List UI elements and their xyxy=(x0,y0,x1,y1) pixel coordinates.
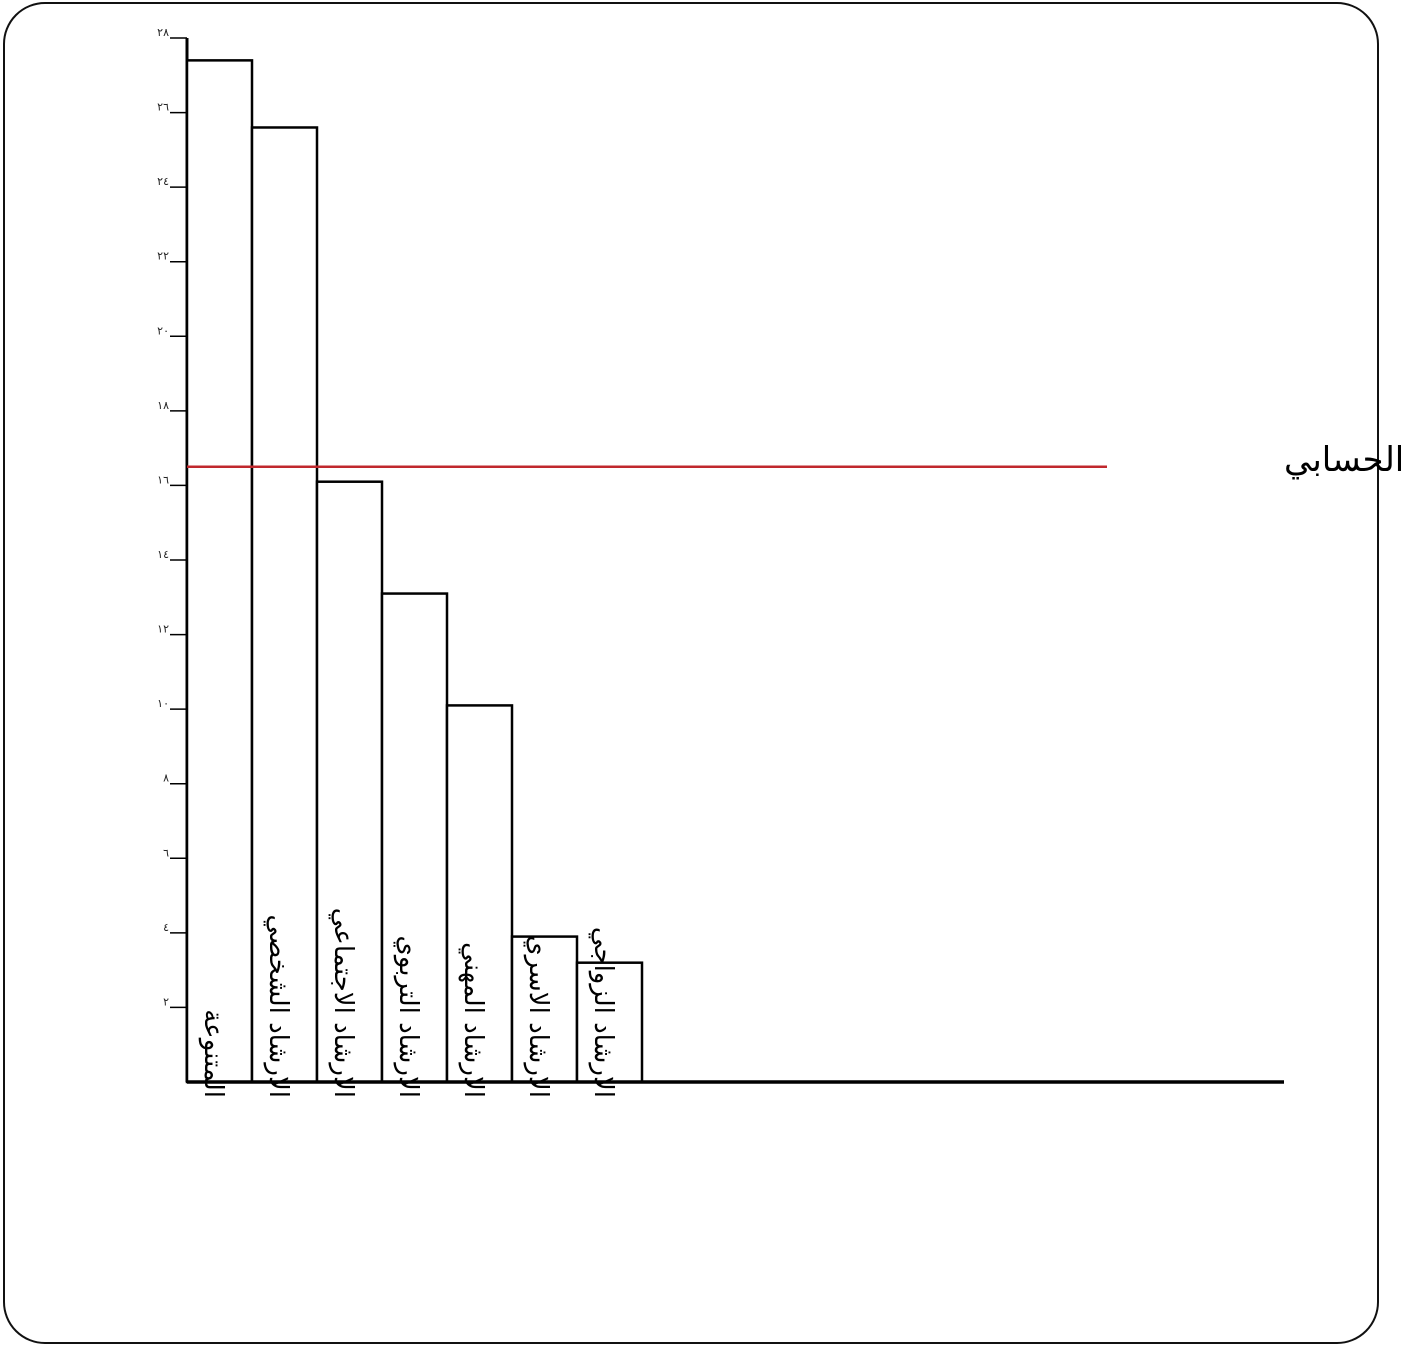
category-label: الارشاد الشخصي xyxy=(263,915,293,1099)
category-label: الارشاد المهني xyxy=(458,942,488,1098)
bar xyxy=(380,592,449,1084)
category-label: الارشاد الاجتماعي xyxy=(328,908,358,1098)
mean-line-label: الوسط الحسابي xyxy=(1284,440,1402,480)
y-tick-label: ٢٠ xyxy=(157,324,169,337)
category-label: الارشاد الاسري xyxy=(523,935,553,1098)
y-tick-label: ١٠ xyxy=(157,697,169,710)
y-tick-label: ٦ xyxy=(163,846,169,859)
y-tick-label: ١٤ xyxy=(157,548,169,561)
bar xyxy=(315,480,384,1084)
category-label: الارشاد الزواجي xyxy=(588,927,618,1098)
bars xyxy=(185,59,644,1084)
y-tick-label: ٤ xyxy=(163,921,169,934)
y-tick-label: ٢٨ xyxy=(157,26,169,39)
reference-line-group: الوسط الحسابي xyxy=(187,440,1402,480)
y-tick-label: ٨ xyxy=(163,772,169,785)
y-tick-label: ١٨ xyxy=(157,399,169,412)
y-tick-label: ٢٦ xyxy=(157,101,169,114)
bar xyxy=(185,59,254,1084)
category-labels: المتنوعة الارشاد الشخصي الارشاد الاجتماعي ا… xyxy=(198,908,618,1098)
category-label: الارشاد التربوي xyxy=(393,935,423,1098)
y-tick-label: ١٦ xyxy=(157,473,169,486)
category-label: المتنوعة xyxy=(198,1009,228,1098)
y-tick-label: ١٢ xyxy=(157,623,169,636)
y-tick-label: ٢٢ xyxy=(157,250,169,263)
y-tick-label: ٢٤ xyxy=(157,175,169,188)
y-tick-label: ٢ xyxy=(163,995,169,1008)
